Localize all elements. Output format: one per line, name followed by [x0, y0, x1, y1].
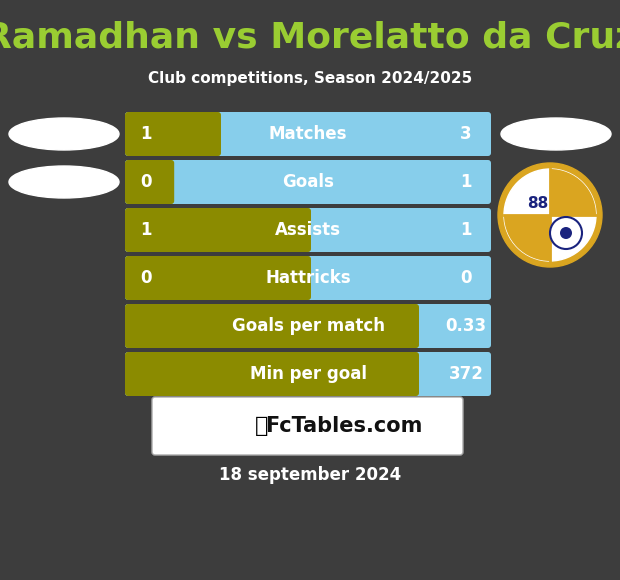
FancyBboxPatch shape: [125, 112, 491, 156]
Circle shape: [560, 227, 572, 239]
Text: Goals per match: Goals per match: [231, 317, 384, 335]
FancyBboxPatch shape: [152, 397, 463, 455]
FancyBboxPatch shape: [125, 256, 311, 300]
FancyBboxPatch shape: [125, 256, 491, 300]
FancyBboxPatch shape: [125, 352, 419, 396]
Text: Hattricks: Hattricks: [265, 269, 351, 287]
Text: 1: 1: [140, 221, 152, 239]
FancyBboxPatch shape: [125, 304, 491, 348]
Text: 0: 0: [140, 269, 152, 287]
Text: 88: 88: [528, 195, 549, 211]
Circle shape: [504, 169, 596, 261]
Text: 1: 1: [460, 173, 472, 191]
Ellipse shape: [501, 118, 611, 150]
Text: Ramadhan vs Morelatto da Cruz: Ramadhan vs Morelatto da Cruz: [0, 21, 620, 55]
FancyBboxPatch shape: [125, 160, 491, 204]
Text: 1: 1: [460, 221, 472, 239]
Text: Club competitions, Season 2024/2025: Club competitions, Season 2024/2025: [148, 71, 472, 85]
Wedge shape: [550, 169, 596, 215]
FancyBboxPatch shape: [125, 208, 491, 252]
Text: 3: 3: [460, 125, 472, 143]
FancyBboxPatch shape: [125, 352, 491, 396]
FancyBboxPatch shape: [125, 160, 174, 204]
Text: 372: 372: [448, 365, 484, 383]
Ellipse shape: [9, 166, 119, 198]
Text: 📊: 📊: [255, 416, 268, 436]
Text: Matches: Matches: [268, 125, 347, 143]
Text: 18 september 2024: 18 september 2024: [219, 466, 401, 484]
Text: Assists: Assists: [275, 221, 341, 239]
Wedge shape: [504, 215, 550, 261]
Text: 0: 0: [140, 173, 152, 191]
FancyBboxPatch shape: [125, 208, 311, 252]
Circle shape: [498, 163, 602, 267]
Text: FcTables.com: FcTables.com: [265, 416, 423, 436]
Text: Min per goal: Min per goal: [249, 365, 366, 383]
Circle shape: [550, 217, 582, 249]
FancyBboxPatch shape: [125, 112, 221, 156]
Text: Goals: Goals: [282, 173, 334, 191]
Ellipse shape: [9, 118, 119, 150]
Text: 0: 0: [460, 269, 472, 287]
Text: 1: 1: [140, 125, 152, 143]
Text: 0.33: 0.33: [445, 317, 487, 335]
FancyBboxPatch shape: [125, 304, 419, 348]
